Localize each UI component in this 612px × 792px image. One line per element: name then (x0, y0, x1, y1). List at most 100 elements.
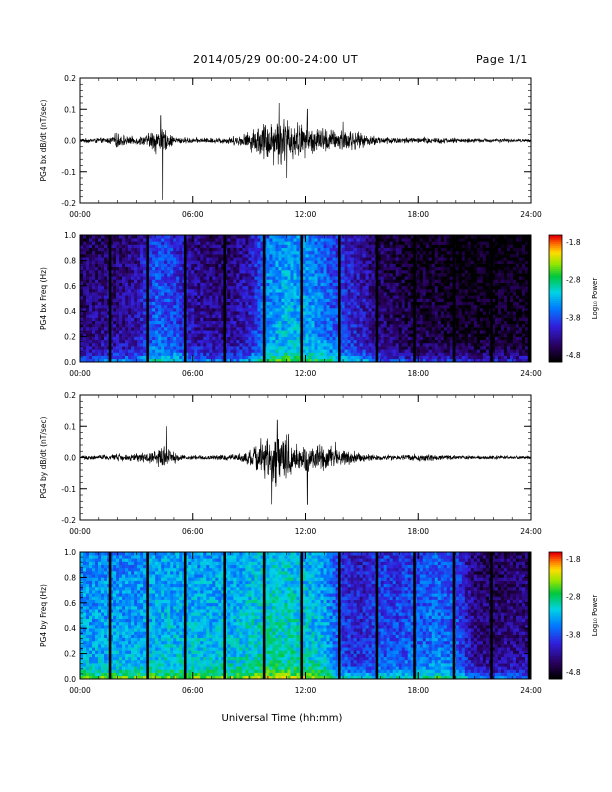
spectrogram-cell (317, 330, 321, 334)
spectrogram-cell (176, 339, 180, 344)
spectrogram-cell (332, 304, 336, 309)
spectrogram-cell (167, 317, 171, 322)
spectrogram-cell (122, 292, 126, 296)
spectrogram-cell (203, 301, 207, 306)
spectrogram-cell (152, 330, 156, 334)
spectrogram-cell (353, 327, 357, 331)
spectrogram-cell (233, 295, 237, 299)
spectrogram-cell (329, 358, 333, 363)
spectrogram-cell (404, 276, 409, 280)
spectrogram-cell (140, 254, 144, 258)
spectrogram-cell (152, 295, 156, 299)
spectrogram-cell (173, 349, 177, 353)
spectrogram-cell (365, 298, 369, 302)
spectrogram-cell (335, 349, 339, 353)
spectrogram-cell (389, 298, 393, 302)
spectrogram-cell (122, 257, 126, 261)
spectrogram-cell (398, 298, 403, 302)
spectrogram-cell (290, 247, 294, 252)
spectrogram-cell (419, 320, 424, 325)
spectrogram-cell (389, 336, 393, 341)
spectrogram-cell (368, 358, 372, 363)
spectrogram-cell (347, 311, 351, 315)
spectrogram-cell (368, 311, 372, 315)
spectrogram-cell (233, 352, 237, 356)
spectrogram-cell (161, 308, 165, 312)
spectrogram-cell (434, 260, 439, 264)
spectrogram-cell (332, 342, 336, 347)
spectrogram-cell (170, 327, 174, 331)
spectrogram-cell (395, 250, 400, 255)
spectrogram-cell (389, 241, 393, 245)
spectrogram-cell (437, 342, 442, 347)
spectrogram-cell (227, 358, 231, 363)
spectrogram-cell (296, 266, 300, 271)
spectrogram-cell (173, 295, 177, 299)
spectrogram-cell (86, 260, 90, 264)
spectrogram-cell (167, 358, 171, 363)
spectrogram-cell (368, 263, 372, 268)
spectrogram-cell (248, 282, 252, 287)
spectrogram-cell (188, 273, 192, 277)
spectrogram-cell (290, 352, 294, 356)
spectrogram-cell (416, 269, 421, 274)
spectrogram-cell (308, 349, 312, 353)
spectrogram-cell (101, 320, 105, 325)
spectrogram-cell (290, 317, 294, 322)
spectrogram-cell (308, 273, 312, 277)
spectrogram-cell (305, 336, 309, 341)
spectrogram-cell (107, 282, 111, 287)
spectrogram-cell (350, 288, 354, 293)
spectrogram-cell (347, 308, 351, 312)
spectrogram-cell (200, 247, 204, 252)
spectrogram-cell (296, 247, 300, 252)
spectrogram-cell (296, 320, 300, 325)
spectrogram-cell (98, 323, 102, 328)
spectrogram-cell (389, 295, 393, 299)
spectrogram-cell (419, 260, 424, 264)
spectrogram-cell (371, 279, 375, 283)
spectrogram-cell (440, 314, 445, 318)
spectrogram-cell (320, 323, 324, 328)
spectrogram-cell (266, 288, 270, 293)
spectrogram-cell (164, 311, 168, 315)
spectrogram-cell (392, 314, 396, 318)
spectrogram-cell (98, 279, 102, 283)
spectrogram-cell (296, 342, 300, 347)
spectrogram-cell (323, 327, 327, 331)
spectrogram-cell (140, 314, 144, 318)
spectrogram-cell (392, 235, 396, 239)
spectrogram-cell (416, 323, 421, 328)
spectrogram-cell (293, 355, 297, 360)
spectrogram-cell (116, 342, 120, 347)
spectrogram-cell (422, 238, 427, 242)
spectrogram-cell (89, 355, 93, 360)
spectrogram-cell (425, 269, 430, 274)
spectrogram-cell (320, 250, 324, 255)
spectrogram-cell (86, 330, 90, 334)
spectrogram-cell (200, 336, 204, 341)
spectrogram-cell (332, 273, 336, 277)
spectrogram-cell (353, 314, 357, 318)
spectrogram-cell (347, 288, 351, 293)
spectrogram-cell (329, 349, 333, 353)
spectrogram-cell (314, 342, 318, 347)
spectrogram-cell (137, 308, 141, 312)
spectrogram-cell (416, 260, 421, 264)
spectrogram-cell (143, 355, 147, 360)
spectrogram-cell (362, 317, 366, 322)
spectrogram-cell (209, 339, 213, 344)
spectrogram-cell (320, 260, 324, 264)
spectrogram-cell (416, 254, 421, 258)
spectrogram-cell (149, 273, 153, 277)
spectrogram-cell (407, 250, 412, 255)
spectrogram-cell (110, 279, 114, 283)
spectrogram-cell (140, 304, 144, 309)
spectrogram-cell (356, 336, 360, 341)
spectrogram-cell (305, 339, 309, 344)
spectrogram-cell (203, 282, 207, 287)
spectrogram-cell (365, 314, 369, 318)
spectrogram-cell (284, 330, 288, 334)
spectrogram-cell (407, 244, 412, 248)
spectrogram-cell (443, 282, 448, 287)
